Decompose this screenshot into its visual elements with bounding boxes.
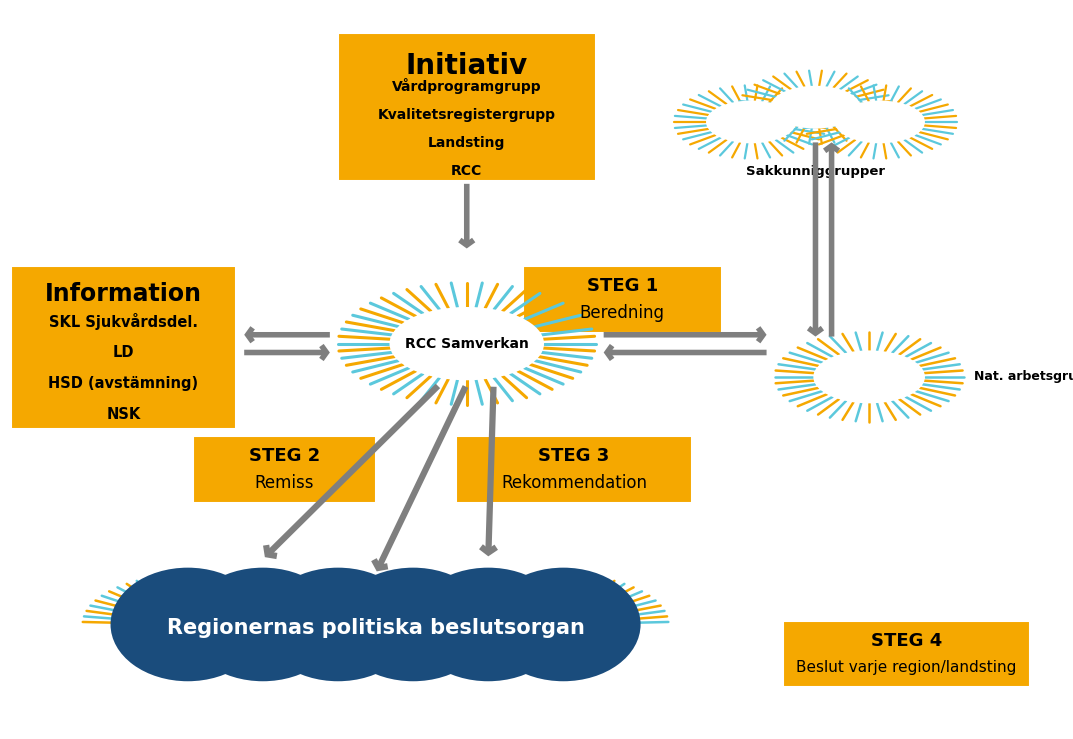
- FancyBboxPatch shape: [11, 266, 236, 429]
- FancyBboxPatch shape: [193, 436, 376, 503]
- Text: Vårdprogramgrupp: Vårdprogramgrupp: [392, 78, 542, 95]
- Text: Rekommendation: Rekommendation: [501, 474, 647, 491]
- Ellipse shape: [389, 307, 544, 381]
- Text: Landsting: Landsting: [428, 136, 505, 149]
- Ellipse shape: [186, 568, 340, 681]
- Text: NSK: NSK: [106, 407, 141, 422]
- Text: RCC Samverkan: RCC Samverkan: [405, 337, 529, 350]
- FancyBboxPatch shape: [456, 436, 692, 503]
- Ellipse shape: [111, 568, 265, 681]
- FancyBboxPatch shape: [524, 266, 721, 333]
- Text: LD: LD: [113, 345, 134, 360]
- Text: Initiativ: Initiativ: [406, 52, 528, 80]
- Text: Information: Information: [45, 282, 202, 306]
- Text: Remiss: Remiss: [254, 474, 314, 491]
- Text: Nat. arbetsgrupp NS: Nat. arbetsgrupp NS: [974, 370, 1073, 384]
- Ellipse shape: [411, 568, 565, 681]
- Ellipse shape: [486, 568, 641, 681]
- Text: STEG 1: STEG 1: [587, 277, 658, 295]
- Text: SKL Sjukvårdsdel.: SKL Sjukvårdsdel.: [49, 313, 197, 330]
- Text: Beredning: Beredning: [579, 304, 665, 321]
- Ellipse shape: [706, 101, 796, 143]
- Text: Kvalitetsregistergrupp: Kvalitetsregistergrupp: [378, 108, 556, 121]
- Text: Beslut varje region/landsting: Beslut varje region/landsting: [796, 660, 1017, 675]
- Ellipse shape: [770, 86, 861, 129]
- Text: RCC: RCC: [451, 164, 483, 177]
- Text: STEG 2: STEG 2: [249, 447, 320, 465]
- Text: STEG 4: STEG 4: [871, 632, 942, 650]
- Ellipse shape: [835, 101, 925, 143]
- Text: STEG 3: STEG 3: [539, 447, 609, 465]
- Ellipse shape: [336, 568, 490, 681]
- Text: Sakkunniggrupper: Sakkunniggrupper: [746, 166, 885, 179]
- Ellipse shape: [261, 568, 415, 681]
- Ellipse shape: [813, 350, 925, 403]
- Text: Regionernas politiska beslutsorgan: Regionernas politiska beslutsorgan: [166, 618, 585, 638]
- Text: HSD (avstämning): HSD (avstämning): [48, 376, 199, 391]
- FancyBboxPatch shape: [338, 33, 596, 181]
- FancyBboxPatch shape: [783, 621, 1030, 687]
